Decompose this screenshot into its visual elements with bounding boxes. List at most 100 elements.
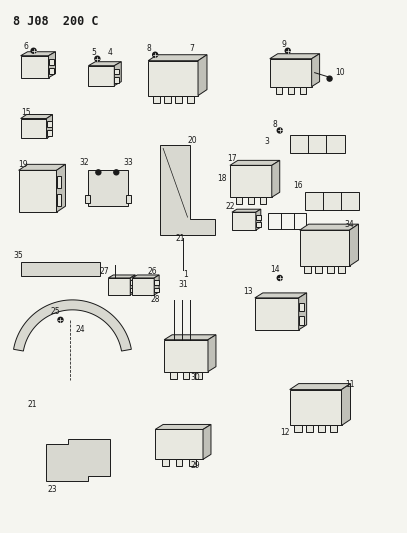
- Bar: [164, 95, 171, 102]
- Bar: [108, 278, 130, 295]
- Bar: [48, 68, 53, 75]
- Text: 29: 29: [190, 461, 200, 470]
- Bar: [154, 280, 159, 285]
- Circle shape: [95, 56, 100, 61]
- Polygon shape: [208, 335, 216, 372]
- Polygon shape: [148, 55, 207, 61]
- Polygon shape: [230, 160, 280, 165]
- Text: 8: 8: [272, 120, 277, 129]
- Bar: [176, 459, 182, 466]
- Bar: [57, 195, 61, 206]
- Bar: [126, 196, 131, 203]
- Bar: [183, 372, 189, 378]
- Text: 18: 18: [217, 174, 227, 183]
- Polygon shape: [155, 424, 211, 430]
- Polygon shape: [256, 209, 261, 230]
- Bar: [187, 95, 194, 102]
- Bar: [155, 430, 203, 459]
- Bar: [270, 59, 312, 87]
- Bar: [57, 176, 61, 188]
- Polygon shape: [154, 275, 159, 295]
- Text: 34: 34: [345, 220, 354, 229]
- Polygon shape: [21, 115, 53, 118]
- Text: 6: 6: [23, 42, 28, 51]
- Bar: [130, 280, 135, 285]
- Circle shape: [277, 128, 282, 133]
- Bar: [132, 278, 154, 295]
- Bar: [114, 69, 119, 74]
- Polygon shape: [290, 384, 350, 390]
- Text: 31: 31: [178, 280, 188, 289]
- Polygon shape: [341, 384, 350, 425]
- Polygon shape: [21, 52, 55, 56]
- Bar: [19, 171, 57, 212]
- Bar: [338, 266, 345, 273]
- Polygon shape: [46, 439, 110, 481]
- Polygon shape: [46, 115, 53, 139]
- Polygon shape: [114, 62, 121, 86]
- Text: 22: 22: [225, 201, 235, 211]
- Text: 1: 1: [184, 270, 188, 279]
- Bar: [48, 59, 53, 65]
- Text: 11: 11: [345, 380, 354, 389]
- Bar: [88, 171, 128, 206]
- Text: 21: 21: [28, 400, 37, 409]
- Text: 21: 21: [175, 233, 185, 243]
- Text: 13: 13: [243, 287, 253, 296]
- Bar: [46, 130, 52, 135]
- Text: 35: 35: [14, 251, 24, 260]
- Bar: [330, 425, 337, 432]
- Text: 10: 10: [335, 68, 345, 77]
- Polygon shape: [19, 164, 66, 171]
- Polygon shape: [255, 293, 306, 298]
- Circle shape: [327, 76, 332, 81]
- Bar: [327, 266, 334, 273]
- Bar: [232, 212, 256, 230]
- Bar: [85, 196, 90, 203]
- Text: 15: 15: [21, 108, 31, 117]
- Circle shape: [277, 276, 282, 280]
- Bar: [256, 215, 261, 220]
- Text: 19: 19: [18, 160, 27, 169]
- Bar: [189, 459, 196, 466]
- Polygon shape: [130, 275, 135, 295]
- Text: 23: 23: [48, 484, 57, 494]
- Bar: [299, 303, 304, 311]
- Bar: [21, 118, 46, 139]
- Text: 7: 7: [190, 44, 195, 53]
- Bar: [248, 197, 254, 204]
- Bar: [318, 425, 325, 432]
- Text: 12: 12: [280, 428, 289, 437]
- Bar: [256, 222, 261, 228]
- Polygon shape: [13, 300, 131, 351]
- Polygon shape: [132, 275, 159, 278]
- Text: 33: 33: [123, 158, 133, 167]
- Text: 27: 27: [100, 268, 109, 277]
- Bar: [290, 135, 344, 154]
- Bar: [288, 87, 293, 94]
- Text: 16: 16: [293, 181, 302, 190]
- Bar: [315, 266, 322, 273]
- Bar: [171, 372, 177, 378]
- Text: 9: 9: [281, 41, 286, 49]
- Bar: [195, 372, 201, 378]
- Bar: [276, 87, 282, 94]
- Bar: [153, 95, 160, 102]
- Polygon shape: [198, 55, 207, 95]
- Bar: [268, 213, 306, 229]
- Bar: [162, 459, 169, 466]
- Polygon shape: [203, 424, 211, 459]
- Text: 20: 20: [187, 136, 197, 145]
- Circle shape: [31, 49, 36, 53]
- Polygon shape: [300, 224, 359, 230]
- Bar: [290, 390, 341, 425]
- Bar: [236, 197, 242, 204]
- Bar: [260, 197, 266, 204]
- Bar: [21, 262, 101, 276]
- Bar: [154, 288, 159, 293]
- Bar: [306, 425, 313, 432]
- Circle shape: [114, 170, 119, 175]
- Polygon shape: [48, 52, 55, 78]
- Circle shape: [96, 170, 101, 175]
- Text: 8: 8: [147, 44, 151, 53]
